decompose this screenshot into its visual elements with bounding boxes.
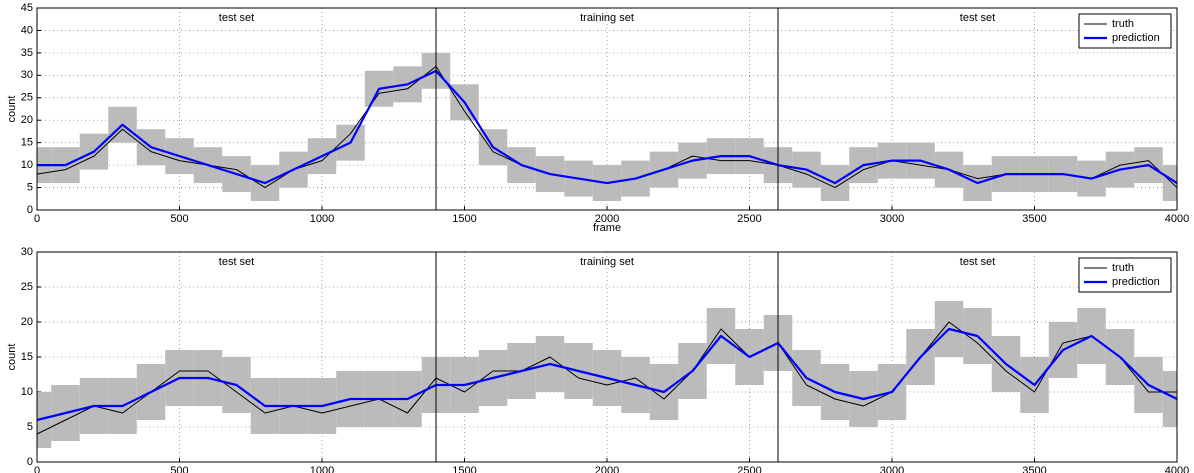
x-tick-label: 0 [34,213,40,225]
x-tick-label: 2500 [737,465,761,473]
y-tick-label: 25 [21,281,33,293]
confidence-band [37,392,52,448]
y-tick-label: 40 [21,24,33,36]
x-tick-label: 1500 [452,465,476,473]
y-tick-label: 15 [21,351,33,363]
y-tick-label: 20 [21,316,33,328]
y-tick-label: 45 [21,2,33,14]
x-tick-label: 3500 [1022,465,1046,473]
x-tick-label: 1000 [310,465,334,473]
y-tick-label: 0 [27,456,33,468]
x-axis-label: frame [593,222,621,234]
y-tick-label: 30 [21,246,33,258]
y-tick-label: 15 [21,137,33,149]
annotation: test set [219,256,254,268]
series-line [36,327,1178,422]
legend-box [1078,13,1172,49]
legend-label: truth [1112,18,1134,30]
x-tick-label: 500 [170,213,188,225]
x-tick-label: 3000 [880,465,904,473]
y-tick-label: 5 [27,421,33,433]
legend-label: prediction [1112,276,1160,288]
x-tick-label: 0 [34,465,40,473]
y-tick-label: 30 [21,69,33,81]
legend-label: prediction [1112,32,1160,44]
legend-box [1078,257,1172,293]
y-tick-label: 20 [21,114,33,126]
legend-label: truth [1112,262,1134,274]
annotation: training set [580,256,634,268]
x-tick-label: 1500 [452,213,476,225]
y-tick-label: 0 [27,204,33,216]
x-tick-label: 500 [170,465,188,473]
confidence-band [1162,165,1177,202]
x-tick-label: 4000 [1165,213,1189,225]
confidence-band [1162,371,1177,427]
x-tick-label: 1000 [310,213,334,225]
y-axis-label: count [6,96,18,123]
y-tick-label: 10 [21,159,33,171]
annotation: test set [960,256,995,268]
axes-frame [36,7,1178,211]
x-tick-label: 2500 [737,213,761,225]
axes-frame [36,251,1178,463]
annotation: test set [960,12,995,24]
x-tick-label: 4000 [1165,465,1189,473]
x-tick-label: 3000 [880,213,904,225]
x-tick-label: 3500 [1022,213,1046,225]
y-tick-label: 35 [21,47,33,59]
y-tick-label: 25 [21,92,33,104]
annotation: training set [580,12,634,24]
y-tick-label: 10 [21,386,33,398]
series-line [36,321,1177,435]
x-tick-label: 2000 [595,465,619,473]
annotation: test set [219,12,254,24]
y-axis-label: count [6,344,18,371]
series-line [37,69,1178,185]
y-tick-label: 5 [27,181,33,193]
x-tick-label: 2000 [595,213,619,225]
